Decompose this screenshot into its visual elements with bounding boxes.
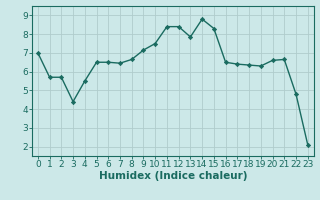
- X-axis label: Humidex (Indice chaleur): Humidex (Indice chaleur): [99, 171, 247, 181]
